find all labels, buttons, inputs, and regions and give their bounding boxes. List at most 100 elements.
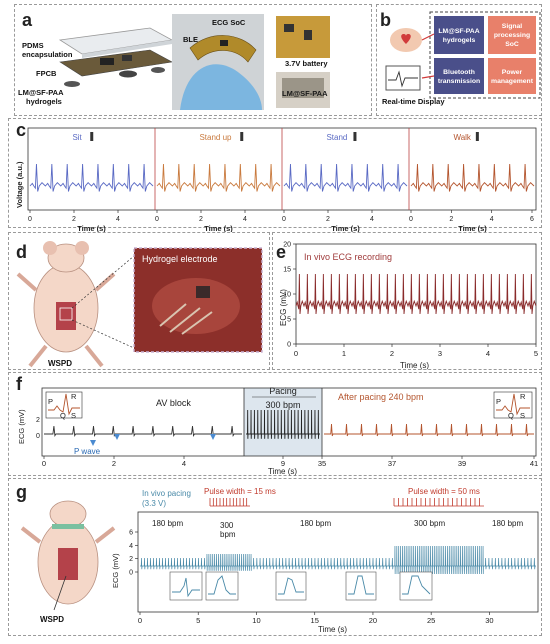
- hydrogel-disc-2: [151, 67, 165, 73]
- in-vivo-ecg-trace: [295, 273, 537, 315]
- x-tick-label: 2: [390, 349, 394, 358]
- g-inset-wave-3: [278, 577, 304, 595]
- chip-2: [122, 55, 132, 61]
- y-tick-label: 20: [283, 242, 291, 249]
- hydrogel-block: [434, 16, 484, 54]
- flex-board: [189, 35, 257, 63]
- x-tick-label: 2: [112, 459, 116, 468]
- electrode-traces: [159, 303, 213, 335]
- mouse-incision: [56, 302, 76, 330]
- arrow-to-body: [421, 33, 435, 41]
- pqrs-waveform-right: [496, 393, 530, 416]
- x-tick-label: 0: [409, 216, 413, 223]
- display-label: Real-time Display: [382, 97, 445, 106]
- diagram-frame: [429, 11, 541, 99]
- segment-label: Sit: [72, 133, 82, 142]
- pulse50-label: Pulse width = 50 ms: [408, 487, 480, 496]
- x-tick-label: 2: [326, 216, 330, 223]
- heart-icon: [401, 34, 411, 44]
- fpcb-label: FPCB: [36, 69, 57, 78]
- panel-c-ylabel: Voltage (a.u.): [15, 161, 24, 208]
- pacing-label: Pacing: [269, 386, 297, 396]
- hydrogel-label-2: hydrogels: [26, 97, 62, 106]
- ecg-soc-label: ECG SoC: [212, 18, 246, 27]
- mouse-arm-left-g: [20, 526, 42, 544]
- ecg-trace-segment: [283, 163, 408, 192]
- mouse-arm-right: [94, 272, 116, 292]
- pqrs-s-right: S: [520, 411, 525, 420]
- ecg-trace-segment: [410, 163, 535, 192]
- pqrs-p-right: P: [496, 397, 501, 406]
- segment-xlabel: Time (s): [331, 224, 360, 232]
- panel-d-letter: d: [16, 242, 27, 262]
- segment-label: Stand up: [199, 133, 232, 142]
- x-tick-label: 1: [342, 349, 346, 358]
- x-tick-label: 4: [243, 216, 247, 223]
- panel-g-ylabel: ECG (mV): [111, 553, 120, 588]
- panel-f-ytick-2: 2: [36, 417, 40, 424]
- g-inset-wave-4: [348, 575, 374, 595]
- panel-e-letter: e: [276, 242, 286, 262]
- mouse-collar-g: [52, 524, 84, 529]
- x-tick-label: 3: [438, 349, 442, 358]
- g-inset-wave-2: [208, 575, 236, 595]
- panel-c-letter: c: [16, 120, 26, 140]
- x-tick-label: 37: [388, 459, 396, 468]
- ecg-trace-segment: [156, 163, 281, 192]
- panel-f-xlabel: Time (s): [268, 467, 297, 476]
- pdms-label: PDMS: [22, 41, 44, 50]
- battery-disc: [119, 70, 137, 78]
- bluetooth-block: [434, 58, 484, 94]
- implant-site: [59, 307, 73, 321]
- soc-chip: [220, 40, 228, 46]
- mouse-arm-left: [16, 272, 38, 292]
- power-block-line2: management: [491, 78, 534, 85]
- x-tick-label: 0: [138, 616, 142, 625]
- bluetooth-block-line2: transmission: [438, 78, 480, 85]
- x-tick-label: 5: [196, 616, 200, 625]
- x-tick-label: 0: [294, 349, 298, 358]
- in-vivo-pacing-trace: [140, 545, 536, 575]
- hydrogel-label-1: LM@SF-PAA: [18, 88, 64, 97]
- pqrs-waveform-left: [48, 393, 80, 416]
- bpm180-a: 180 bpm: [152, 519, 183, 528]
- mouse-incision-g: [58, 548, 78, 580]
- glove: [180, 64, 262, 110]
- power-block: [488, 58, 536, 94]
- bpm-unit-a: bpm: [220, 530, 236, 539]
- pacing-trace: [246, 409, 320, 439]
- p-wave-label: P wave: [74, 447, 101, 456]
- pacing-shade: [244, 388, 322, 456]
- person-icon: [353, 132, 357, 141]
- panel-a: a PDMS encapsulation FPCB LM@SF-PAA hydr…: [18, 10, 330, 110]
- mouse-ear-left: [43, 241, 57, 255]
- mouse-arm-right-g: [94, 526, 116, 544]
- segment-xlabel: Time (s): [204, 224, 233, 232]
- y-tick-label: 2: [129, 556, 133, 563]
- ble-label: BLE: [183, 35, 198, 44]
- x-tick-label: 30: [485, 616, 493, 625]
- segment-label: Walk: [453, 133, 471, 142]
- bluetooth-block-line1: Bluetooth: [443, 69, 475, 76]
- x-tick-label: 15: [311, 616, 319, 625]
- pacing-title-g: In vivo pacing: [142, 489, 191, 498]
- pqrs-q-left: Q: [60, 411, 66, 420]
- panel-g: g WSPD In vivo pacing (3.3 V) Pulse widt…: [16, 482, 539, 634]
- hydrogel-block-line1: LM@SF-PAA: [438, 28, 479, 35]
- hydrogel-disc-1: [64, 81, 80, 87]
- y-tick-label: 0: [287, 342, 291, 349]
- panel-f-frame: [41, 387, 537, 457]
- x-tick-label: 2: [72, 216, 76, 223]
- bpm300-a: 300: [220, 521, 234, 530]
- x-tick-label: 4: [490, 216, 494, 223]
- g-inset-1: [169, 571, 203, 601]
- signal-block-line2: processing: [494, 32, 530, 39]
- x-tick-label: 9: [281, 459, 285, 468]
- tissue-highlight: [152, 278, 240, 334]
- person-icon: [475, 132, 479, 141]
- x-tick-label: 25: [427, 616, 435, 625]
- x-tick-label: 0: [155, 216, 159, 223]
- x-tick-label: 0: [42, 459, 46, 468]
- zoom-line-bottom: [71, 319, 135, 349]
